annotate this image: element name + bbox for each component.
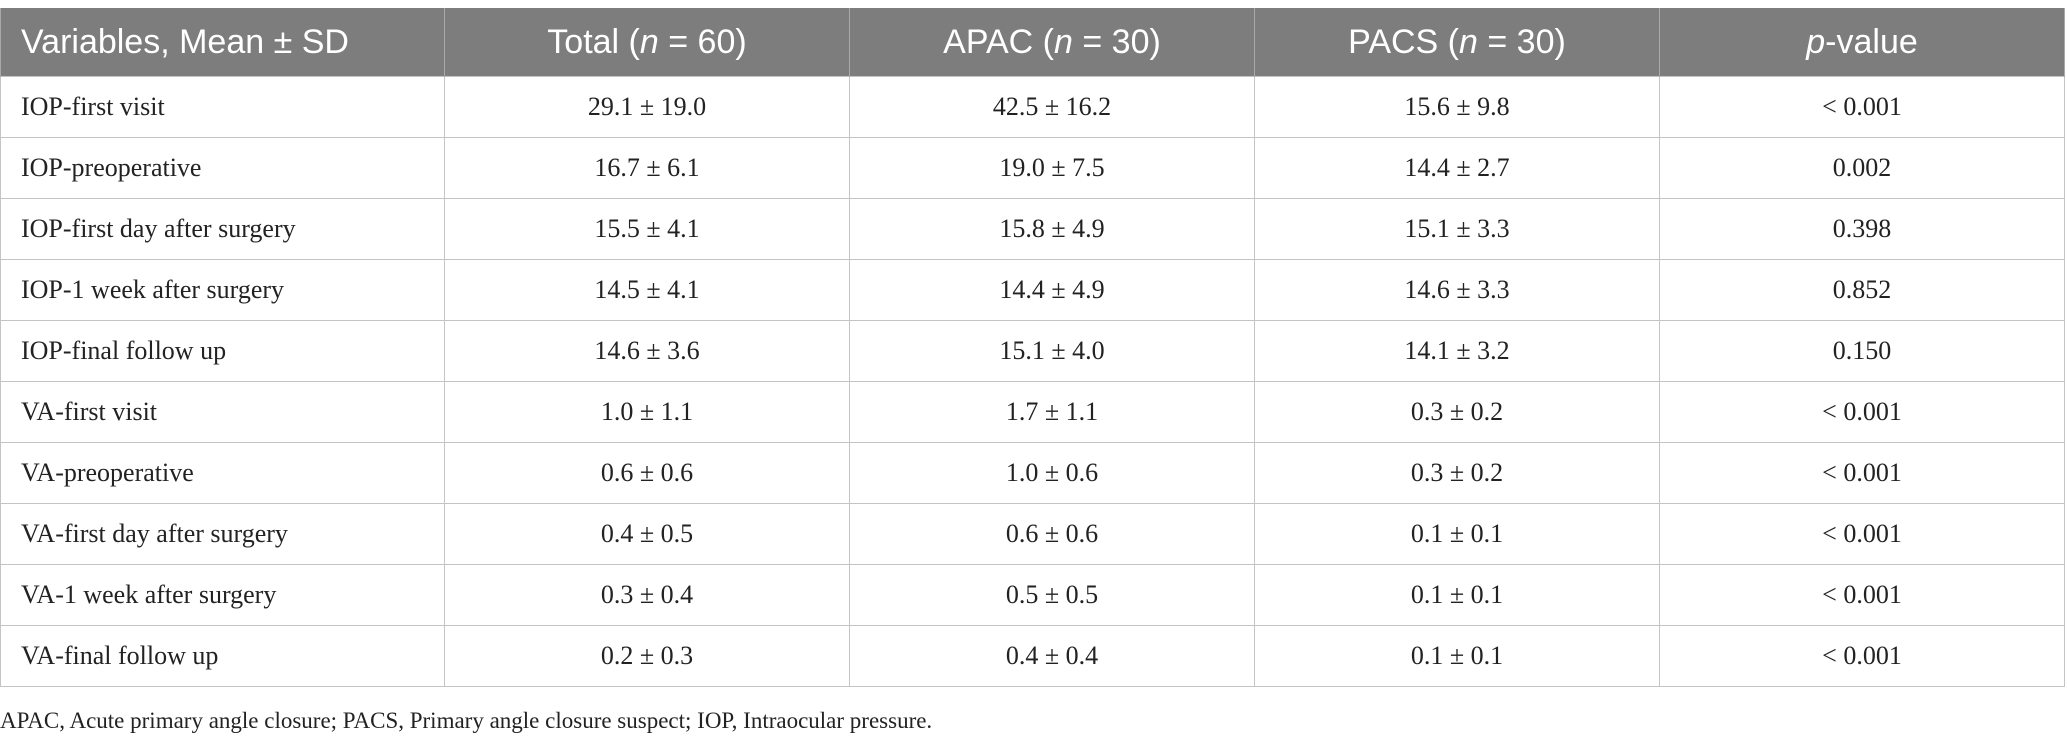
cell-apac: 1.7 ± 1.1 bbox=[849, 381, 1255, 443]
header-variables: Variables, Mean ± SD bbox=[0, 8, 445, 77]
cell-variable: VA-preoperative bbox=[0, 442, 445, 504]
table-row: IOP-preoperative 16.7 ± 6.1 19.0 ± 7.5 1… bbox=[0, 137, 2065, 199]
cell-pvalue: < 0.001 bbox=[1659, 625, 2065, 687]
cell-apac: 1.0 ± 0.6 bbox=[849, 442, 1255, 504]
header-pacs-label: PACS ( bbox=[1348, 22, 1460, 61]
header-pacs-n: n bbox=[1459, 22, 1478, 61]
cell-apac: 15.1 ± 4.0 bbox=[849, 320, 1255, 382]
cell-pvalue: < 0.001 bbox=[1659, 76, 2065, 138]
header-row: Variables, Mean ± SD Total (n = 60) APAC… bbox=[0, 8, 2065, 77]
header-pvalue-p: p bbox=[1806, 22, 1826, 61]
cell-pvalue: < 0.001 bbox=[1659, 503, 2065, 565]
cell-apac: 42.5 ± 16.2 bbox=[849, 76, 1255, 138]
table-row: VA-1 week after surgery 0.3 ± 0.4 0.5 ± … bbox=[0, 564, 2065, 626]
cell-apac: 15.8 ± 4.9 bbox=[849, 198, 1255, 260]
table-row: VA-final follow up 0.2 ± 0.3 0.4 ± 0.4 0… bbox=[0, 625, 2065, 687]
cell-apac: 14.4 ± 4.9 bbox=[849, 259, 1255, 321]
cell-pvalue: < 0.001 bbox=[1659, 442, 2065, 504]
data-table: Variables, Mean ± SD Total (n = 60) APAC… bbox=[0, 8, 2065, 687]
table-row: VA-first day after surgery 0.4 ± 0.5 0.6… bbox=[0, 503, 2065, 565]
cell-variable: VA-first visit bbox=[0, 381, 445, 443]
cell-apac: 0.6 ± 0.6 bbox=[849, 503, 1255, 565]
cell-pacs: 14.1 ± 3.2 bbox=[1254, 320, 1660, 382]
cell-variable: IOP-first visit bbox=[0, 76, 445, 138]
table-row: IOP-first visit 29.1 ± 19.0 42.5 ± 16.2 … bbox=[0, 76, 2065, 138]
cell-total: 29.1 ± 19.0 bbox=[444, 76, 850, 138]
cell-pvalue: 0.398 bbox=[1659, 198, 2065, 260]
cell-pacs: 15.6 ± 9.8 bbox=[1254, 76, 1660, 138]
table-header: Variables, Mean ± SD Total (n = 60) APAC… bbox=[0, 8, 2065, 77]
header-total-n: n bbox=[639, 22, 659, 61]
cell-pacs: 15.1 ± 3.3 bbox=[1254, 198, 1660, 260]
header-apac-rest: = 30) bbox=[1072, 22, 1161, 61]
header-pvalue-rest: -value bbox=[1825, 22, 1918, 61]
cell-pacs: 0.1 ± 0.1 bbox=[1254, 564, 1660, 626]
cell-pacs: 0.1 ± 0.1 bbox=[1254, 503, 1660, 565]
data-table-container: Variables, Mean ± SD Total (n = 60) APAC… bbox=[0, 8, 2065, 687]
cell-pacs: 14.4 ± 2.7 bbox=[1254, 137, 1660, 199]
cell-total: 0.4 ± 0.5 bbox=[444, 503, 850, 565]
cell-variable: VA-first day after surgery bbox=[0, 503, 445, 565]
cell-variable: IOP-final follow up bbox=[0, 320, 445, 382]
cell-total: 0.3 ± 0.4 bbox=[444, 564, 850, 626]
header-total-label: Total ( bbox=[547, 22, 640, 61]
cell-pacs: 0.3 ± 0.2 bbox=[1254, 442, 1660, 504]
cell-variable: IOP-1 week after surgery bbox=[0, 259, 445, 321]
cell-variable: IOP-preoperative bbox=[0, 137, 445, 199]
header-pacs: PACS (n = 30) bbox=[1254, 8, 1660, 77]
cell-apac: 0.5 ± 0.5 bbox=[849, 564, 1255, 626]
cell-pacs: 0.1 ± 0.1 bbox=[1254, 625, 1660, 687]
table-row: VA-first visit 1.0 ± 1.1 1.7 ± 1.1 0.3 ±… bbox=[0, 381, 2065, 443]
cell-total: 14.5 ± 4.1 bbox=[444, 259, 850, 321]
header-total: Total (n = 60) bbox=[444, 8, 850, 77]
cell-total: 14.6 ± 3.6 bbox=[444, 320, 850, 382]
cell-total: 1.0 ± 1.1 bbox=[444, 381, 850, 443]
cell-pvalue: 0.852 bbox=[1659, 259, 2065, 321]
cell-pacs: 0.3 ± 0.2 bbox=[1254, 381, 1660, 443]
cell-apac: 19.0 ± 7.5 bbox=[849, 137, 1255, 199]
cell-total: 0.6 ± 0.6 bbox=[444, 442, 850, 504]
header-apac-label: APAC ( bbox=[943, 22, 1055, 61]
cell-total: 16.7 ± 6.1 bbox=[444, 137, 850, 199]
header-variables-label: Variables, Mean ± SD bbox=[21, 22, 349, 61]
cell-variable: VA-final follow up bbox=[0, 625, 445, 687]
header-pacs-rest: = 30) bbox=[1477, 22, 1566, 61]
table-body: IOP-first visit 29.1 ± 19.0 42.5 ± 16.2 … bbox=[0, 76, 2065, 687]
header-apac-n: n bbox=[1054, 22, 1073, 61]
cell-variable: VA-1 week after surgery bbox=[0, 564, 445, 626]
cell-pacs: 14.6 ± 3.3 bbox=[1254, 259, 1660, 321]
header-pvalue: p-value bbox=[1659, 8, 2065, 77]
cell-total: 15.5 ± 4.1 bbox=[444, 198, 850, 260]
cell-apac: 0.4 ± 0.4 bbox=[849, 625, 1255, 687]
table-row: IOP-final follow up 14.6 ± 3.6 15.1 ± 4.… bbox=[0, 320, 2065, 382]
table-row: IOP-first day after surgery 15.5 ± 4.1 1… bbox=[0, 198, 2065, 260]
cell-pvalue: 0.002 bbox=[1659, 137, 2065, 199]
header-total-rest: = 60) bbox=[658, 22, 747, 61]
table-row: VA-preoperative 0.6 ± 0.6 1.0 ± 0.6 0.3 … bbox=[0, 442, 2065, 504]
table-row: IOP-1 week after surgery 14.5 ± 4.1 14.4… bbox=[0, 259, 2065, 321]
cell-pvalue: 0.150 bbox=[1659, 320, 2065, 382]
cell-pvalue: < 0.001 bbox=[1659, 564, 2065, 626]
table-footnote: APAC, Acute primary angle closure; PACS,… bbox=[0, 708, 933, 733]
cell-pvalue: < 0.001 bbox=[1659, 381, 2065, 443]
header-apac: APAC (n = 30) bbox=[849, 8, 1255, 77]
cell-total: 0.2 ± 0.3 bbox=[444, 625, 850, 687]
cell-variable: IOP-first day after surgery bbox=[0, 198, 445, 260]
